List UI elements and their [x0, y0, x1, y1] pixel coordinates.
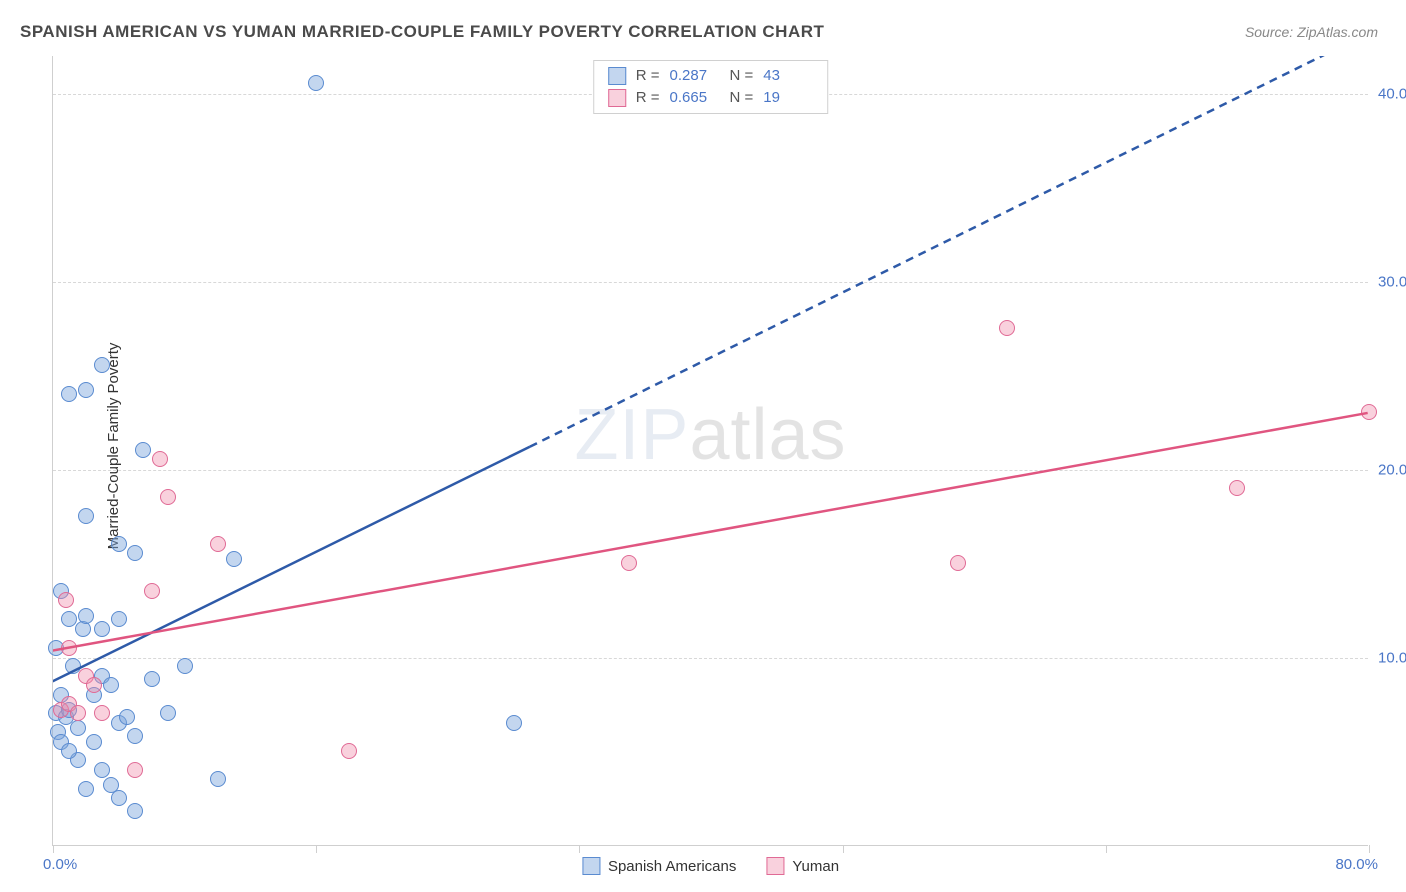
legend-label: Yuman — [792, 858, 839, 875]
legend-swatch-icon — [766, 857, 784, 875]
scatter-point — [950, 555, 966, 571]
scatter-point — [86, 677, 102, 693]
scatter-point — [103, 677, 119, 693]
legend-swatch-icon — [608, 89, 626, 107]
n-value: 43 — [763, 65, 813, 87]
y-tick-label: 20.0% — [1370, 461, 1406, 478]
legend-stats: R = 0.287 N = 43 R = 0.665 N = 19 — [593, 60, 829, 114]
scatter-point — [119, 709, 135, 725]
scatter-point — [160, 489, 176, 505]
n-value: 19 — [763, 87, 813, 109]
legend-series: Spanish Americans Yuman — [582, 857, 839, 875]
x-tick — [53, 845, 54, 853]
legend-swatch-icon — [608, 67, 626, 85]
legend-label: Spanish Americans — [608, 858, 736, 875]
source-label: Source: — [1245, 24, 1293, 40]
scatter-point — [341, 743, 357, 759]
r-label: R = — [636, 87, 660, 109]
scatter-point — [226, 551, 242, 567]
scatter-point — [210, 771, 226, 787]
x-tick — [316, 845, 317, 853]
legend-item: Spanish Americans — [582, 857, 736, 875]
watermark-prefix: ZIP — [574, 395, 689, 475]
scatter-point — [78, 608, 94, 624]
scatter-point — [86, 734, 102, 750]
scatter-point — [94, 357, 110, 373]
scatter-point — [506, 715, 522, 731]
y-tick-label: 30.0% — [1370, 273, 1406, 290]
scatter-point — [144, 671, 160, 687]
scatter-point — [94, 705, 110, 721]
source-value: ZipAtlas.com — [1297, 24, 1378, 40]
legend-stats-row: R = 0.665 N = 19 — [608, 87, 814, 109]
x-tick — [1106, 845, 1107, 853]
scatter-point — [111, 611, 127, 627]
scatter-point — [78, 781, 94, 797]
legend-item: Yuman — [766, 857, 839, 875]
gridline — [53, 658, 1368, 659]
legend-swatch-icon — [582, 857, 600, 875]
legend-stats-row: R = 0.287 N = 43 — [608, 65, 814, 87]
scatter-point — [94, 621, 110, 637]
gridline — [53, 470, 1368, 471]
plot-area: ZIPatlas R = 0.287 N = 43 R = 0.665 N = … — [52, 56, 1368, 846]
scatter-point — [61, 386, 77, 402]
scatter-point — [144, 583, 160, 599]
scatter-point — [94, 762, 110, 778]
scatter-point — [1229, 480, 1245, 496]
gridline — [53, 282, 1368, 283]
scatter-point — [78, 382, 94, 398]
y-tick-label: 10.0% — [1370, 649, 1406, 666]
scatter-point — [177, 658, 193, 674]
scatter-point — [103, 777, 119, 793]
x-tick — [579, 845, 580, 853]
scatter-point — [127, 545, 143, 561]
scatter-point — [58, 592, 74, 608]
scatter-point — [61, 640, 77, 656]
scatter-point — [999, 320, 1015, 336]
regression-lines — [53, 56, 1368, 845]
x-tick — [1369, 845, 1370, 853]
r-value: 0.665 — [670, 87, 720, 109]
scatter-point — [152, 451, 168, 467]
scatter-point — [1361, 404, 1377, 420]
x-axis-min-label: 0.0% — [43, 856, 77, 873]
scatter-point — [210, 536, 226, 552]
scatter-point — [308, 75, 324, 91]
scatter-point — [621, 555, 637, 571]
scatter-point — [70, 705, 86, 721]
scatter-point — [160, 705, 176, 721]
scatter-point — [61, 743, 77, 759]
n-label: N = — [730, 65, 754, 87]
scatter-point — [135, 442, 151, 458]
x-axis-max-label: 80.0% — [1335, 856, 1378, 873]
r-label: R = — [636, 65, 660, 87]
scatter-point — [70, 720, 86, 736]
n-label: N = — [730, 87, 754, 109]
x-tick — [843, 845, 844, 853]
scatter-point — [127, 728, 143, 744]
source-attribution: Source: ZipAtlas.com — [1245, 24, 1378, 40]
y-tick-label: 40.0% — [1370, 85, 1406, 102]
scatter-point — [127, 762, 143, 778]
scatter-point — [111, 790, 127, 806]
watermark-suffix: atlas — [689, 395, 846, 475]
r-value: 0.287 — [670, 65, 720, 87]
scatter-point — [111, 536, 127, 552]
watermark: ZIPatlas — [574, 394, 846, 476]
chart-title: SPANISH AMERICAN VS YUMAN MARRIED-COUPLE… — [20, 22, 824, 42]
scatter-point — [78, 508, 94, 524]
scatter-point — [127, 803, 143, 819]
